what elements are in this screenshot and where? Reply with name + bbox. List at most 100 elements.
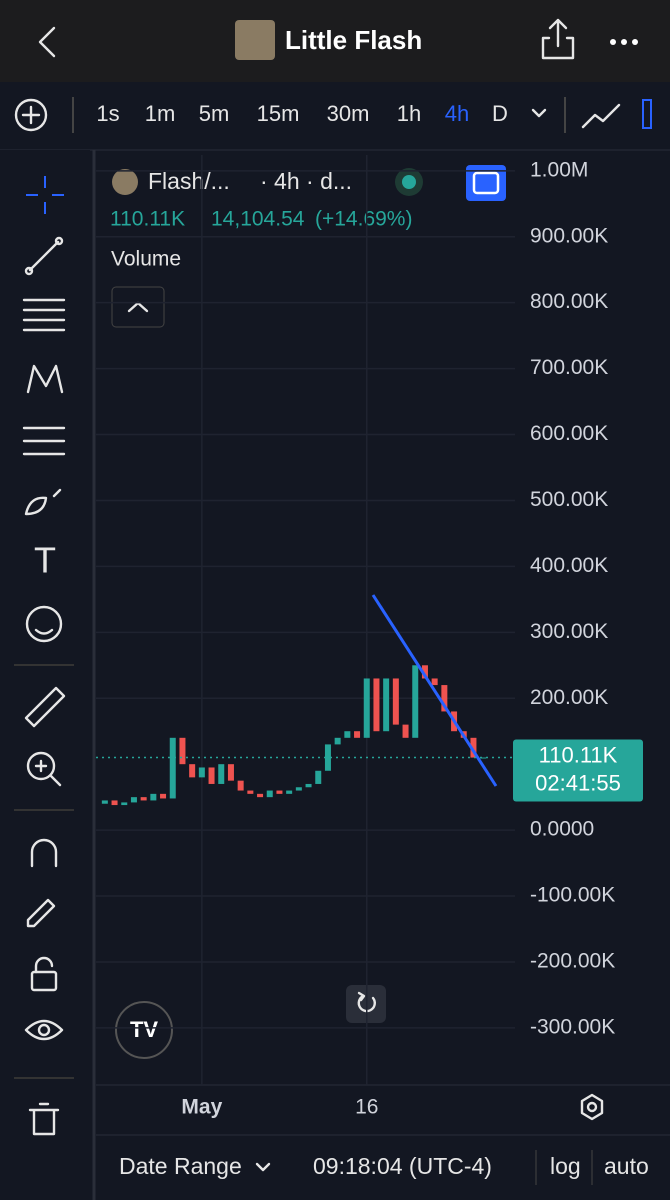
interval-option[interactable]: 1m	[145, 101, 176, 126]
candle-style[interactable]	[642, 99, 652, 129]
study-name: Volume	[111, 248, 181, 271]
interval-option[interactable]: 5m	[199, 101, 230, 126]
candle	[198, 767, 205, 778]
more-button[interactable]	[610, 39, 638, 45]
y-tick-label: 1.00M	[530, 158, 588, 181]
interval-option[interactable]: D	[492, 101, 508, 126]
candle	[431, 678, 438, 686]
date-range[interactable]: Date Range	[119, 1153, 242, 1179]
legend-price: 110.11K	[110, 208, 185, 231]
candle	[227, 764, 234, 781]
text-tool[interactable]: T	[34, 540, 56, 581]
candle	[344, 731, 351, 738]
candle	[266, 790, 273, 798]
y-tick-label: 900.00K	[530, 224, 608, 247]
fib-tool[interactable]	[22, 298, 66, 332]
candle	[179, 737, 186, 765]
price-tag-price: 110.11K	[539, 742, 618, 767]
y-tick-label: 400.00K	[530, 554, 608, 577]
delete-tool[interactable]	[28, 1102, 60, 1136]
lock-draw-tool[interactable]	[26, 898, 56, 928]
reset-icon	[357, 991, 376, 1013]
candle	[130, 797, 137, 803]
date-range-chevron[interactable]	[255, 1162, 271, 1172]
candle	[140, 797, 147, 801]
brush-tool[interactable]	[24, 488, 62, 516]
zoom-tool[interactable]	[26, 751, 62, 787]
lock-tool[interactable]	[30, 956, 58, 992]
y-tick-label: 300.00K	[530, 620, 608, 643]
trend-line-drawing	[371, 594, 498, 787]
status-dot	[402, 175, 416, 189]
candle	[402, 724, 409, 738]
candle	[470, 737, 477, 758]
candle	[150, 793, 157, 801]
settings-button[interactable]	[580, 1093, 604, 1121]
y-tick-label: 600.00K	[530, 422, 608, 445]
more-intervals[interactable]	[531, 108, 547, 118]
trendline-tool[interactable]	[24, 236, 64, 276]
auto-toggle[interactable]: auto	[604, 1153, 649, 1179]
price-tag: 110.11K 02:41:55	[513, 739, 643, 802]
back-button[interactable]	[38, 26, 56, 58]
projection-tool[interactable]	[22, 426, 66, 456]
price-tag-countdown: 02:41:55	[535, 770, 621, 795]
sidebar	[0, 150, 90, 1200]
interval-option[interactable]: 1h	[397, 101, 421, 126]
legend-interval: · 4h · d...	[260, 168, 352, 194]
candle	[354, 731, 361, 738]
emoji-tool[interactable]	[25, 605, 63, 643]
fullscreen-icon	[472, 171, 500, 195]
candle	[247, 790, 254, 794]
candle	[237, 780, 244, 791]
legend-symbol: Flash/...	[148, 168, 230, 194]
candle	[218, 764, 225, 784]
interval-option[interactable]: 30m	[327, 101, 370, 126]
visibility-tool[interactable]	[24, 1019, 64, 1041]
y-tick-label: 800.00K	[530, 290, 608, 313]
y-tick-label: -100.00K	[530, 884, 615, 907]
interval-option[interactable]: 15m	[257, 101, 300, 126]
candle	[111, 800, 118, 806]
candle	[324, 744, 331, 771]
candle	[392, 678, 399, 725]
interval-option[interactable]: 4h	[445, 101, 469, 126]
y-tick-label: 700.00K	[530, 356, 608, 379]
share-button[interactable]	[541, 18, 575, 60]
symbol-icon	[112, 169, 138, 195]
y-tick-label: 500.00K	[530, 488, 608, 511]
title: Little Flash	[285, 25, 422, 55]
x-tick-label: 16	[355, 1096, 378, 1119]
candle	[101, 800, 108, 804]
candle	[121, 802, 128, 806]
price-tag-bg	[513, 739, 643, 802]
collapse-icon	[127, 301, 149, 313]
candle	[257, 793, 264, 798]
candle	[334, 737, 341, 745]
chart-style[interactable]	[581, 103, 621, 129]
candle	[412, 665, 419, 738]
log-toggle[interactable]: log	[550, 1153, 581, 1179]
candle	[373, 678, 380, 732]
tv-logo-text: TV	[130, 1017, 158, 1042]
pattern-tool[interactable]	[26, 364, 64, 394]
tv-logo	[115, 1001, 173, 1059]
y-tick-label: 0.0000	[530, 818, 594, 841]
add-button[interactable]	[14, 98, 48, 132]
ruler-tool[interactable]	[24, 686, 66, 728]
candle	[295, 787, 302, 791]
candle	[189, 764, 196, 778]
candle	[421, 665, 428, 679]
y-tick-label: 200.00K	[530, 686, 608, 709]
y-tick-label: -200.00K	[530, 950, 615, 973]
candle	[305, 783, 312, 788]
x-tick-label: May	[181, 1096, 222, 1119]
clock: 09:18:04 (UTC-4)	[313, 1153, 492, 1179]
collapse-button[interactable]	[111, 286, 165, 328]
plot: 1.00M 900.00K 800.00K 700.00K 600.00K 500.00K…	[96, 155, 615, 1119]
candle	[383, 678, 390, 732]
crosshair-tool[interactable]	[26, 176, 64, 214]
interval-option[interactable]: 1s	[96, 101, 119, 126]
magnet-tool[interactable]	[30, 838, 58, 868]
